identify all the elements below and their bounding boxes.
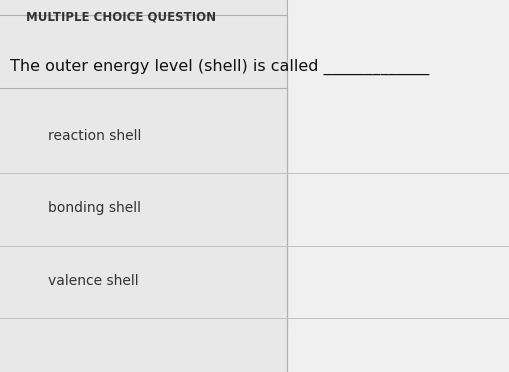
Text: The outer energy level (shell) is called _____________: The outer energy level (shell) is called… <box>10 59 429 75</box>
FancyBboxPatch shape <box>0 1 20 23</box>
FancyBboxPatch shape <box>0 15 287 372</box>
Text: MULTIPLE CHOICE QUESTION: MULTIPLE CHOICE QUESTION <box>25 10 215 23</box>
Text: bonding shell: bonding shell <box>48 201 141 215</box>
FancyBboxPatch shape <box>0 88 287 372</box>
Text: valence shell: valence shell <box>48 274 139 288</box>
FancyBboxPatch shape <box>0 0 287 329</box>
Text: reaction shell: reaction shell <box>48 129 142 143</box>
